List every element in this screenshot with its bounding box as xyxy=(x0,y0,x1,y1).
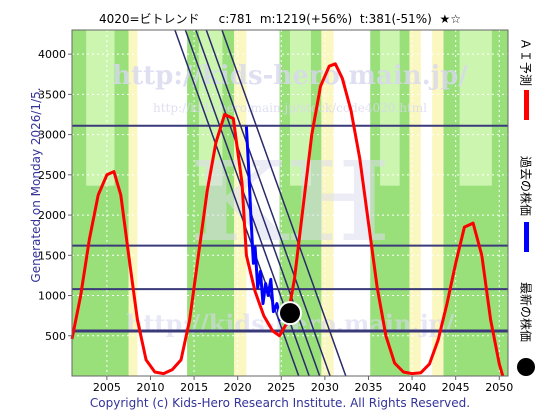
latest-marker-layer xyxy=(278,301,302,326)
trend-line-3 xyxy=(205,29,331,377)
min-forecast: t:381(-51%) xyxy=(359,12,432,26)
forecast-band-light-3 xyxy=(380,30,400,186)
stock-name: 4020=ビトレンド xyxy=(98,12,200,26)
watermark: http://kids-hero.main.jp/ http://kids-he… xyxy=(112,61,468,338)
y-tick-label-0: 500 xyxy=(45,330,66,343)
trend-lines xyxy=(174,29,347,377)
watermark-url-sub: http://kids-hero.main.jp/stock/code4020.… xyxy=(153,101,427,115)
x-tick-label-4: 2025 xyxy=(267,381,295,394)
forecast-band-light-2 xyxy=(290,30,311,186)
x-tick-label-2: 2015 xyxy=(180,381,208,394)
trend-line-0 xyxy=(174,29,300,377)
legend-past-price-label: 過去の株価 xyxy=(518,155,533,217)
legend-latest-price-label: 最新の株価 xyxy=(518,281,533,343)
forecast-band-light-0 xyxy=(86,30,115,186)
forecast-band-light-4 xyxy=(459,30,492,186)
x-tick-label-7: 2040 xyxy=(398,381,426,394)
y-tick-label-2: 1500 xyxy=(38,249,66,262)
x-tick-label-5: 2030 xyxy=(311,381,339,394)
forecast-band-yellow-0 xyxy=(128,30,138,376)
horizontal-lines xyxy=(72,124,508,333)
legend-latest-price-marker xyxy=(517,358,535,376)
star-rating: ★☆ xyxy=(439,12,462,26)
watermark-url: http://kids-hero.main.jp/ xyxy=(112,61,468,91)
y-tick-label-1: 1000 xyxy=(38,290,66,303)
x-tick-label-3: 2020 xyxy=(224,381,252,394)
plot-frame xyxy=(71,29,509,377)
y-tick-label-6: 3500 xyxy=(38,88,66,101)
forecast-band-yellow-4 xyxy=(432,30,444,376)
watermark-logo: KH xyxy=(190,137,390,266)
x-tick-label-8: 2045 xyxy=(442,381,470,394)
forecast-band-yellow-3 xyxy=(409,30,421,376)
legend-past-price-swatch xyxy=(524,222,529,252)
y-tick-label-4: 2500 xyxy=(38,169,66,182)
x-tick-label-9: 2050 xyxy=(485,381,513,394)
legend-ai-forecast-swatch xyxy=(524,90,529,120)
max-forecast: m:1219(+56%) xyxy=(259,12,353,26)
x-tick-label-6: 2035 xyxy=(354,381,382,394)
x-axis: 2005 2010 2015 2020 2025 2030 2035 2040 2045 2050 xyxy=(93,376,513,394)
current-price: c:781 xyxy=(218,12,253,26)
y-tick-label-3: 2000 xyxy=(38,209,66,222)
latest-price-marker xyxy=(278,301,302,326)
y-axis: 500 1000 1500 2000 2500 3000 3500 4000 xyxy=(38,48,72,343)
legend-ai-forecast-label: ＡＩ予測 xyxy=(518,37,533,87)
generated-date-label: Generated on Monday 2026/1/5. xyxy=(29,87,43,283)
x-tick-label-1: 2010 xyxy=(136,381,164,394)
x-tick-label-0: 2005 xyxy=(93,381,121,394)
y-tick-label-5: 3000 xyxy=(38,129,66,142)
y-tick-label-7: 4000 xyxy=(38,48,66,61)
chart-header: 4020=ビトレンド c:781 m:1219(+56%) t:381(-51%… xyxy=(0,10,560,27)
copyright-footer: Copyright (c) Kids-Hero Research Institu… xyxy=(89,396,471,410)
trend-line-4 xyxy=(221,29,347,377)
